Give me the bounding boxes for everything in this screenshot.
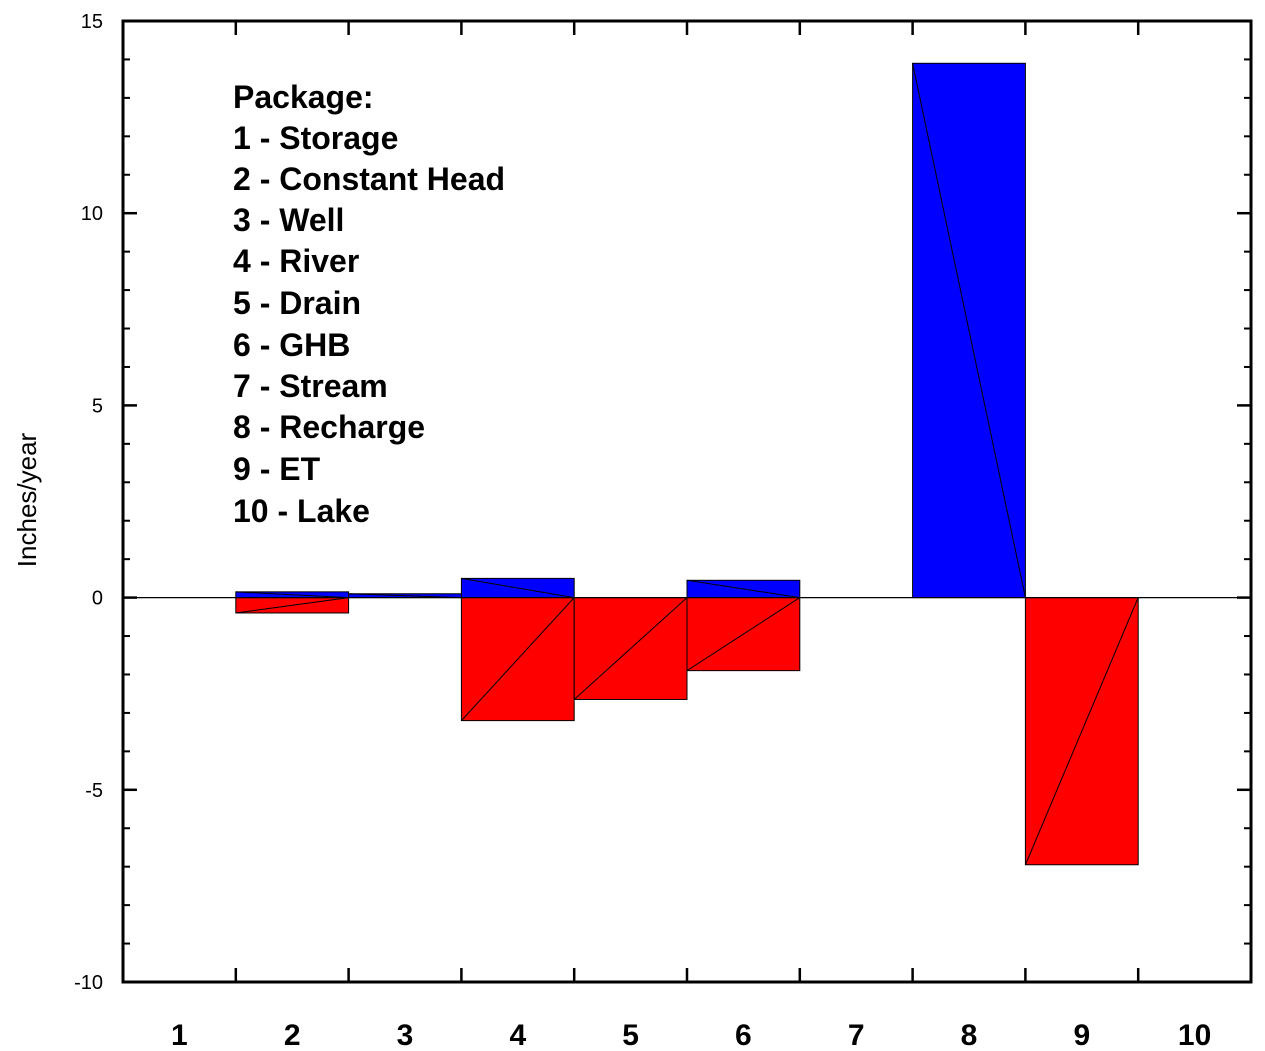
legend-block: Package: 1 - Storage 2 - Constant Head 3… (233, 79, 505, 529)
bar-diagonal (686, 597, 801, 672)
bar-diagonal (686, 579, 800, 599)
bar-diagonal (235, 591, 349, 599)
x-category-label: 1 (171, 1019, 188, 1051)
bars-layer (235, 62, 1139, 866)
x-category-label: 6 (735, 1019, 752, 1051)
bar-diagonal (348, 593, 462, 599)
bar-diagonal (573, 597, 688, 700)
x-category-label: 9 (1073, 1019, 1090, 1051)
y-tick-label: 15 (81, 11, 103, 33)
legend-entry: 6 - GHB (233, 327, 350, 363)
y-axis-label: Inches/year (12, 432, 42, 567)
x-category-label: 7 (848, 1019, 865, 1051)
x-category-label: 4 (509, 1019, 526, 1051)
legend-entry: 10 - Lake (233, 493, 370, 529)
bar-diagonal (1024, 597, 1139, 865)
y-tick-label: -10 (74, 972, 103, 994)
bar-diagonal (235, 597, 349, 614)
legend-entry: 1 - Storage (233, 120, 398, 156)
x-category-labels: 1 2 3 4 5 6 7 8 9 10 (171, 1019, 1211, 1051)
y-tick-label: 10 (81, 203, 103, 225)
legend-entry: 9 - ET (233, 451, 321, 487)
bar-diagonal (461, 577, 575, 599)
bar-diagonal (912, 63, 1026, 598)
y-tick-labels: 15 10 5 0 -5 -10 (74, 11, 103, 994)
y-tick-label: -5 (85, 780, 103, 802)
x-category-label: 5 (622, 1019, 639, 1051)
legend-entry: 4 - River (233, 243, 359, 279)
legend-entry: 2 - Constant Head (233, 161, 505, 197)
ticks-layer (123, 19, 1251, 984)
x-category-label: 10 (1178, 1019, 1211, 1051)
x-category-label: 2 (284, 1019, 301, 1051)
bar-diagonal (461, 597, 575, 721)
y-tick-label: 5 (92, 395, 103, 417)
legend-entry: 5 - Drain (233, 285, 361, 321)
x-category-label: 3 (397, 1019, 414, 1051)
legend-entry: 8 - Recharge (233, 409, 425, 445)
legend-entry: 3 - Well (233, 202, 344, 238)
y-tick-label: 0 (92, 588, 103, 610)
legend-title: Package: (233, 79, 374, 115)
x-category-label: 8 (961, 1019, 978, 1051)
legend-entry: 7 - Stream (233, 368, 388, 404)
